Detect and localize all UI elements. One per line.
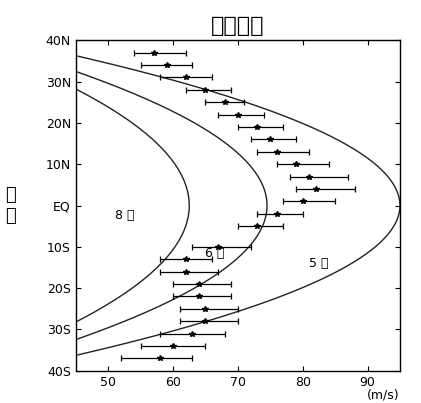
Text: 6 日: 6 日 [205, 247, 225, 260]
Text: 5 日: 5 日 [309, 257, 329, 270]
Text: 緯
度: 緯 度 [5, 186, 16, 225]
Text: 8 日: 8 日 [115, 209, 134, 222]
Title: 東西風速: 東西風速 [211, 16, 265, 36]
Text: (m/s): (m/s) [368, 389, 400, 402]
